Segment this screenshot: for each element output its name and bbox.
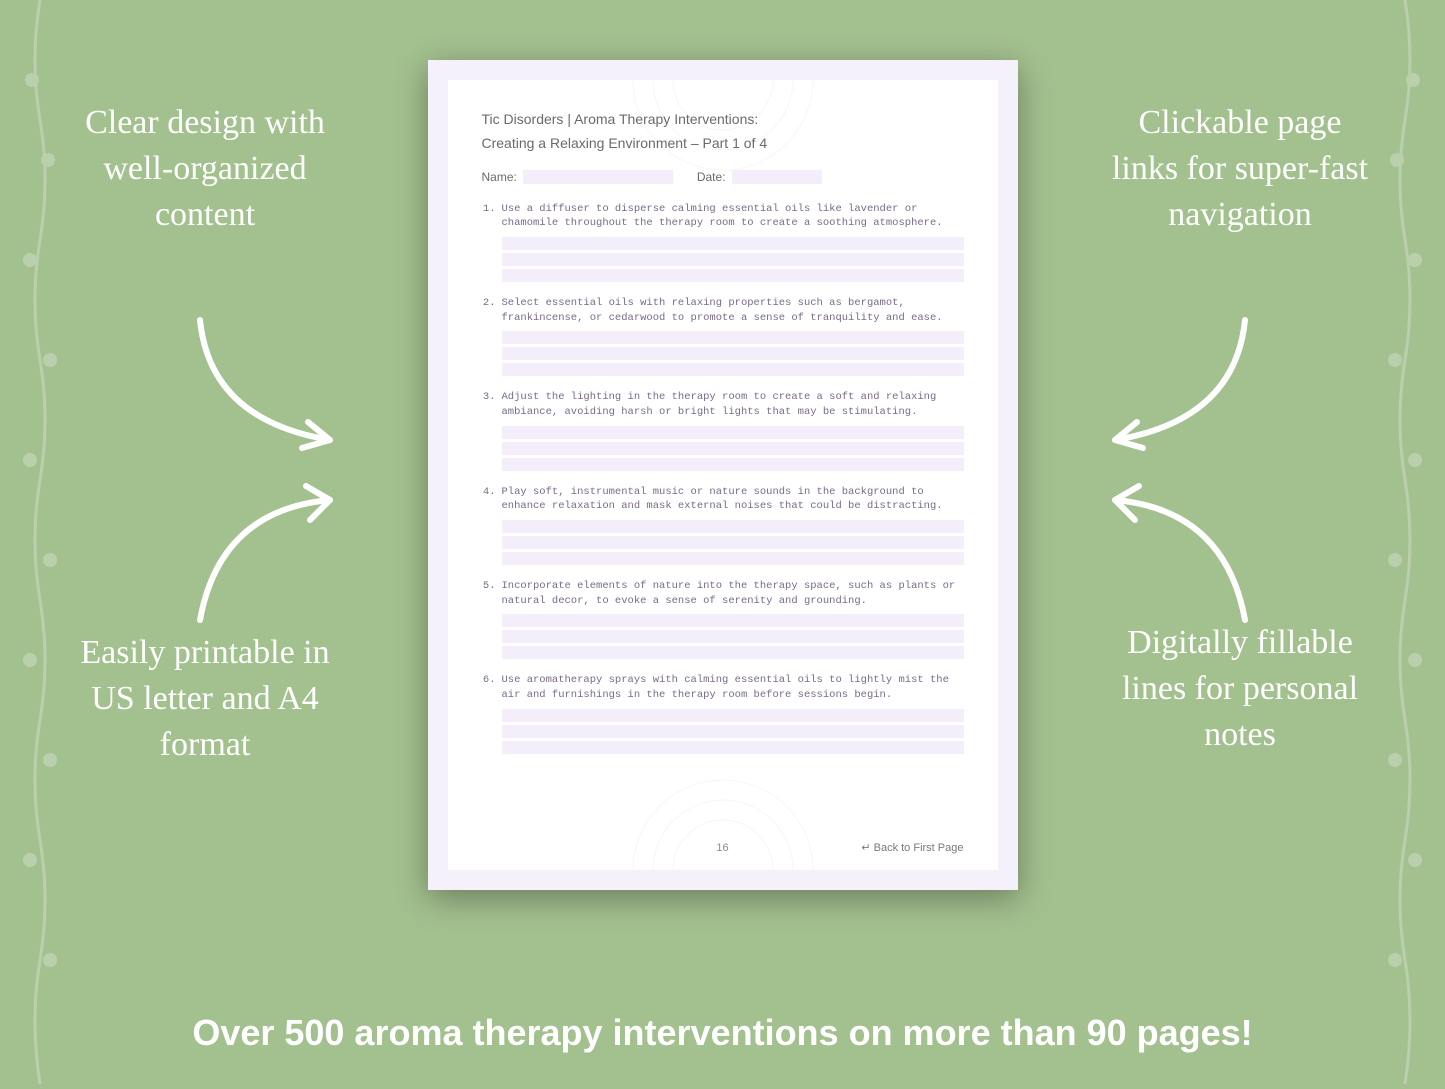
fillable-lines[interactable] xyxy=(502,237,964,282)
decorative-vine-left xyxy=(10,0,70,1084)
fillable-line[interactable] xyxy=(502,363,964,376)
arrow-top-left-icon xyxy=(180,300,360,480)
callout-top-right: Clickable page links for super-fast navi… xyxy=(1110,100,1370,238)
fillable-lines[interactable] xyxy=(502,426,964,471)
fillable-line[interactable] xyxy=(502,646,964,659)
list-item: 5.Incorporate elements of nature into th… xyxy=(482,579,964,659)
item-body: Select essential oils with relaxing prop… xyxy=(502,296,964,376)
list-item: 2.Select essential oils with relaxing pr… xyxy=(482,296,964,376)
item-number: 3. xyxy=(482,390,496,470)
fillable-line[interactable] xyxy=(502,347,964,360)
name-label: Name: xyxy=(482,170,517,184)
fillable-lines[interactable] xyxy=(502,520,964,565)
fillable-line[interactable] xyxy=(502,331,964,344)
document-title: Tic Disorders | Aroma Therapy Interventi… xyxy=(482,108,964,156)
item-body: Play soft, instrumental music or nature … xyxy=(502,485,964,565)
item-number: 4. xyxy=(482,485,496,565)
back-to-first-link[interactable]: ↵ Back to First Page xyxy=(861,841,963,854)
items-list: 1.Use a diffuser to disperse calming ess… xyxy=(482,202,964,754)
fillable-lines[interactable] xyxy=(502,614,964,659)
fillable-lines[interactable] xyxy=(502,331,964,376)
fillable-line[interactable] xyxy=(502,426,964,439)
item-body: Incorporate elements of nature into the … xyxy=(502,579,964,659)
fillable-line[interactable] xyxy=(502,269,964,282)
fillable-line[interactable] xyxy=(502,725,964,738)
fillable-line[interactable] xyxy=(502,253,964,266)
item-body: Use aromatherapy sprays with calming ess… xyxy=(502,673,964,753)
item-body: Use a diffuser to disperse calming essen… xyxy=(502,202,964,282)
item-text: Incorporate elements of nature into the … xyxy=(502,579,964,608)
fillable-line[interactable] xyxy=(502,552,964,565)
name-field: Name: xyxy=(482,170,673,184)
document-title-line1: Tic Disorders | Aroma Therapy Interventi… xyxy=(482,108,964,132)
fillable-line[interactable] xyxy=(502,520,964,533)
fillable-line[interactable] xyxy=(502,458,964,471)
document-page: Tic Disorders | Aroma Therapy Interventi… xyxy=(428,60,1018,890)
item-number: 6. xyxy=(482,673,496,753)
date-field: Date: xyxy=(697,170,822,184)
item-text: Select essential oils with relaxing prop… xyxy=(502,296,964,325)
fillable-line[interactable] xyxy=(502,237,964,250)
meta-row: Name: Date: xyxy=(482,170,964,184)
bottom-banner: Over 500 aroma therapy interventions on … xyxy=(0,1012,1445,1054)
arrow-bottom-right-icon xyxy=(1085,470,1265,630)
fillable-lines[interactable] xyxy=(502,709,964,754)
fillable-line[interactable] xyxy=(502,536,964,549)
date-label: Date: xyxy=(697,170,726,184)
callout-bottom-right: Digitally fillable lines for personal no… xyxy=(1110,620,1370,758)
page-number: 16 xyxy=(716,842,728,854)
item-body: Adjust the lighting in the therapy room … xyxy=(502,390,964,470)
callout-bottom-left: Easily printable in US letter and A4 for… xyxy=(75,630,335,768)
fillable-line[interactable] xyxy=(502,709,964,722)
document-title-line2: Creating a Relaxing Environment – Part 1… xyxy=(482,132,964,156)
date-input[interactable] xyxy=(732,170,822,184)
list-item: 6.Use aromatherapy sprays with calming e… xyxy=(482,673,964,753)
item-text: Play soft, instrumental music or nature … xyxy=(502,485,964,514)
fillable-line[interactable] xyxy=(502,741,964,754)
list-item: 3.Adjust the lighting in the therapy roo… xyxy=(482,390,964,470)
name-input[interactable] xyxy=(523,170,673,184)
fillable-line[interactable] xyxy=(502,630,964,643)
arrow-bottom-left-icon xyxy=(180,470,360,630)
decorative-vine-right xyxy=(1375,0,1435,1084)
item-number: 2. xyxy=(482,296,496,376)
item-number: 1. xyxy=(482,202,496,282)
document-inner: Tic Disorders | Aroma Therapy Interventi… xyxy=(448,80,998,870)
item-text: Use aromatherapy sprays with calming ess… xyxy=(502,673,964,702)
arrow-top-right-icon xyxy=(1085,300,1265,480)
page-footer: 16 ↵ Back to First Page xyxy=(482,841,964,854)
item-text: Adjust the lighting in the therapy room … xyxy=(502,390,964,419)
item-number: 5. xyxy=(482,579,496,659)
fillable-line[interactable] xyxy=(502,614,964,627)
list-item: 4.Play soft, instrumental music or natur… xyxy=(482,485,964,565)
list-item: 1.Use a diffuser to disperse calming ess… xyxy=(482,202,964,282)
item-text: Use a diffuser to disperse calming essen… xyxy=(502,202,964,231)
fillable-line[interactable] xyxy=(502,442,964,455)
callout-top-left: Clear design with well-organized content xyxy=(75,100,335,238)
